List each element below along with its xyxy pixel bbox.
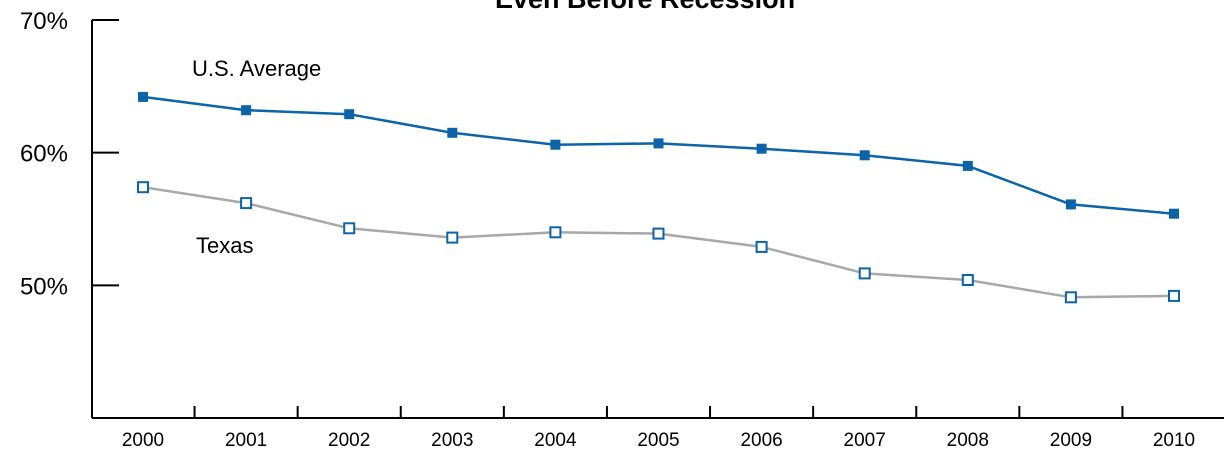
data-point-texas [755,240,768,253]
series-label: U.S. Average [192,56,321,81]
x-tick-label: 2010 [1153,430,1195,451]
data-point-texas [961,274,974,286]
data-point-texas [446,231,459,244]
x-tick-label: 2007 [844,430,886,451]
data-point-u-s-average [756,143,767,154]
data-point-u-s-average [962,160,973,171]
data-point-u-s-average [1169,208,1179,219]
y-tick-label: 50% [20,273,68,300]
data-point-u-s-average [550,139,561,150]
data-point-texas [137,181,149,194]
data-point-u-s-average [344,109,355,120]
series-label: Texas [196,233,253,258]
x-tick-label: 2005 [637,430,679,451]
x-tick-label: 2002 [328,430,370,451]
series-line-texas [142,185,1175,299]
x-tick-label: 2008 [947,430,989,451]
y-tick-label: 60% [20,141,68,168]
data-point-u-s-average [1065,199,1076,210]
chart-title: Even Before Recession [495,0,795,14]
tick-labels: 50% 60% 70% 2000 2001 2002 2003 2004 2005 2006 200… [20,8,1195,451]
y-tick-label: 70% [20,8,68,35]
data-point-texas [1168,289,1180,302]
data-point-u-s-average [447,127,458,138]
data-point-u-s-average [138,91,148,102]
data-point-texas [652,227,665,240]
axes [91,19,1224,419]
x-tick-label: 2003 [431,430,473,451]
x-tick-label: 2001 [225,430,267,451]
data-point-u-s-average [859,150,870,161]
data-point-texas [549,226,562,239]
data-point-texas [858,267,871,280]
x-tick-label: 2006 [740,430,782,451]
x-tick-label: 2009 [1050,430,1092,451]
data-point-texas [240,197,253,210]
series-labels: U.S. Average Texas [192,56,321,258]
data-point-texas [343,222,356,235]
data-point-texas [1064,291,1077,304]
data-point-u-s-average [241,105,252,116]
x-tick-label: 2000 [122,430,164,451]
series-line-u-s-average [142,95,1175,215]
series-group [137,91,1180,304]
x-tick-label: 2004 [534,430,577,451]
data-point-u-s-average [653,138,664,149]
